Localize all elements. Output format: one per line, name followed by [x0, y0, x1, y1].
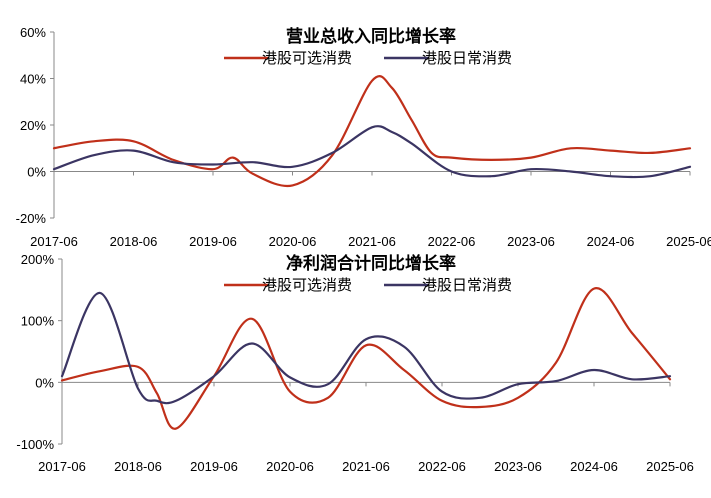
chart-title: 营业总收入同比增长率	[286, 26, 456, 47]
legend-label-1: 港股可选消费	[262, 276, 352, 294]
x-tick-label: 2024-06	[570, 459, 618, 474]
y-tick-label: -20%	[16, 211, 47, 226]
y-tick-label: 20%	[20, 118, 46, 133]
legend-label-2: 港股日常消费	[422, 49, 512, 67]
x-tick-label: 2020-06	[269, 234, 317, 249]
chart-title: 净利润合计同比增长率	[286, 253, 456, 274]
x-tick-label: 2023-06	[507, 234, 555, 249]
x-tick-label: 2017-06	[30, 234, 78, 249]
y-tick-label: 0%	[35, 375, 54, 390]
x-tick-label: 2021-06	[342, 459, 390, 474]
series-line-2	[60, 291, 672, 405]
chart-1: -20% 0% 20% 40% 60% 2017-06 2018-06 2019-06 2020…	[16, 25, 711, 249]
legend-label-2: 港股日常消费	[422, 276, 512, 294]
y-tick-label: 100%	[21, 314, 55, 329]
x-tick-label: 2025-06	[666, 234, 711, 249]
y-tick-label: 60%	[20, 25, 46, 40]
series-line-1	[60, 287, 672, 430]
x-tick-label: 2023-06	[494, 459, 542, 474]
series-line-2	[52, 125, 692, 179]
x-tick-label: 2019-06	[190, 459, 238, 474]
chart-2: -100% 0% 100% 200% 2017-06 2018-06 2019-06 2020…	[16, 252, 693, 474]
x-tick-label: 2017-06	[38, 459, 86, 474]
x-tick-label: 2018-06	[114, 459, 162, 474]
legend-label-1: 港股可选消费	[262, 49, 352, 67]
x-tick-label: 2022-06	[418, 459, 466, 474]
y-tick-label: 40%	[20, 72, 46, 87]
x-tick-label: 2024-06	[587, 234, 635, 249]
y-tick-label: 200%	[21, 252, 55, 267]
x-tick-label: 2025-06	[646, 459, 694, 474]
x-tick-label: 2019-06	[189, 234, 237, 249]
y-tick-label: -100%	[16, 437, 54, 452]
x-tick-label: 2022-06	[428, 234, 476, 249]
x-tick-label: 2018-06	[110, 234, 158, 249]
x-tick-label: 2020-06	[266, 459, 314, 474]
series-line-1	[52, 75, 692, 188]
y-tick-label: 0%	[27, 165, 46, 180]
x-tick-label: 2021-06	[348, 234, 396, 249]
